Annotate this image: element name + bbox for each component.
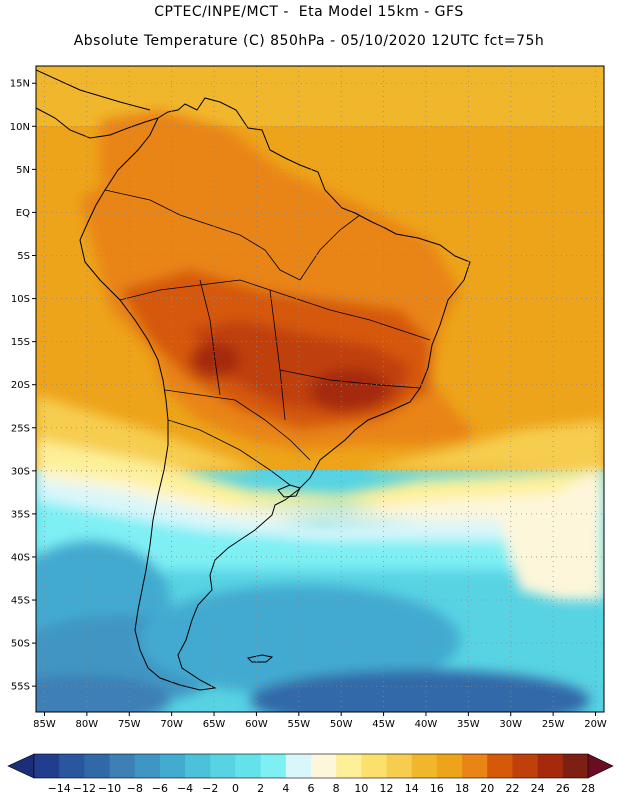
lon-label: 30W <box>499 719 522 730</box>
colorbar-swatch <box>411 754 438 778</box>
lon-label: 20W <box>584 719 607 730</box>
lon-label: 65W <box>203 719 226 730</box>
lat-label: 30S <box>11 466 30 477</box>
axis-ticks: 15N 10N 5N EQ 5S 10S 15S 20S 25S 30S 35S 40S 45S 50S 5… <box>10 79 607 730</box>
colorbar-swatch <box>34 754 60 778</box>
map-frame <box>35 65 605 713</box>
colorbar-label: −14 <box>48 782 71 795</box>
lon-label: 45W <box>372 719 395 730</box>
lat-label: 20S <box>11 380 30 391</box>
colorbar-swatch <box>235 754 262 778</box>
colorbar-label: 6 <box>308 782 315 795</box>
colorbar-label: −2 <box>202 782 218 795</box>
central-america-coastline <box>36 107 159 139</box>
lat-label: 25S <box>11 423 30 434</box>
colorbar-swatch <box>59 754 85 778</box>
lon-label: 85W <box>33 719 56 730</box>
colorbar-label: 22 <box>505 782 519 795</box>
country-borders <box>104 189 431 486</box>
colorbar-label: 12 <box>380 782 394 795</box>
colorbar-label: 8 <box>333 782 340 795</box>
title-line-1: CPTEC/INPE/MCT - Eta Model 15km - GFS <box>154 4 464 20</box>
colorbar-label: 26 <box>556 782 570 795</box>
lon-label: 60W <box>245 719 268 730</box>
colorbar-label: 28 <box>581 782 595 795</box>
title-line-2: Absolute Temperature (C) 850hPa - 05/10/… <box>73 33 545 49</box>
lat-label: 35S <box>11 509 30 520</box>
colorbar-label: 24 <box>531 782 545 795</box>
colorbar-label: 18 <box>455 782 469 795</box>
falkland-islands <box>246 654 274 663</box>
lat-label: 10N <box>10 122 30 133</box>
lat-label: 40S <box>11 552 30 563</box>
colorbar-swatch <box>260 754 287 778</box>
colorbar-label: −10 <box>98 782 121 795</box>
lon-label: 75W <box>118 719 141 730</box>
colorbar-high-arrow <box>587 753 614 779</box>
lon-label: 40W <box>415 719 438 730</box>
colorbar-label: −4 <box>177 782 193 795</box>
colorbar-label: 10 <box>354 782 368 795</box>
colorbar-label: −6 <box>152 782 168 795</box>
lon-label: 55W <box>287 719 310 730</box>
colorbar-swatch <box>487 754 513 778</box>
lon-label: 35W <box>457 719 480 730</box>
temperature-field <box>36 66 604 712</box>
lat-label: 5S <box>17 251 30 262</box>
colorbar-low-arrow <box>7 753 35 779</box>
south-america-coastline <box>79 97 471 691</box>
colorbar-swatch <box>109 754 136 778</box>
colorbar-swatch <box>285 754 312 778</box>
colorbar-label: −12 <box>73 782 96 795</box>
colorbar-swatch <box>386 754 413 778</box>
colorbar-swatch <box>311 754 337 778</box>
lat-label: 15N <box>10 79 30 90</box>
lon-label: 80W <box>76 719 99 730</box>
colorbar-frame <box>33 753 589 779</box>
colorbar-label: 20 <box>480 782 494 795</box>
colorbar-swatch <box>436 754 463 778</box>
colorbar-label: 4 <box>282 782 289 795</box>
colorbar-label: 16 <box>430 782 444 795</box>
lon-label: 25W <box>542 719 565 730</box>
lat-label: 45S <box>11 596 30 607</box>
lon-label: 70W <box>160 719 183 730</box>
colorbar-swatch <box>512 754 539 778</box>
colorbar-swatch <box>185 754 211 778</box>
uruguay-river-outline <box>277 484 301 498</box>
lon-label: 50W <box>330 719 353 730</box>
colorbar-swatch <box>336 754 362 778</box>
lat-label: 55S <box>11 682 30 693</box>
lat-label: EQ <box>16 208 30 219</box>
colorbar-swatch <box>159 754 186 778</box>
colorbar-swatch <box>84 754 111 778</box>
colorbar-label: 2 <box>257 782 264 795</box>
colorbar-swatch <box>361 754 388 778</box>
lat-label: 5N <box>16 165 30 176</box>
colorbar-label: 0 <box>232 782 239 795</box>
lat-label: 15S <box>11 337 30 348</box>
colorbar-swatch <box>537 754 564 778</box>
colorbar-label: 14 <box>405 782 419 795</box>
lat-label: 50S <box>11 639 30 650</box>
colorbar-label: −8 <box>127 782 143 795</box>
colorbar-swatch <box>462 754 488 778</box>
lat-label: 10S <box>11 294 30 305</box>
colorbar: −14 −12 −10 −8 −6 −4 −2 0 2 4 6 8 10 12 14 16 18 20 22 24 26… <box>7 753 614 795</box>
colorbar-swatch <box>134 754 161 778</box>
colorbar-swatch <box>210 754 236 778</box>
caribbean-coastline <box>36 69 151 111</box>
coastlines <box>36 69 471 691</box>
colorbar-swatch <box>562 754 589 778</box>
